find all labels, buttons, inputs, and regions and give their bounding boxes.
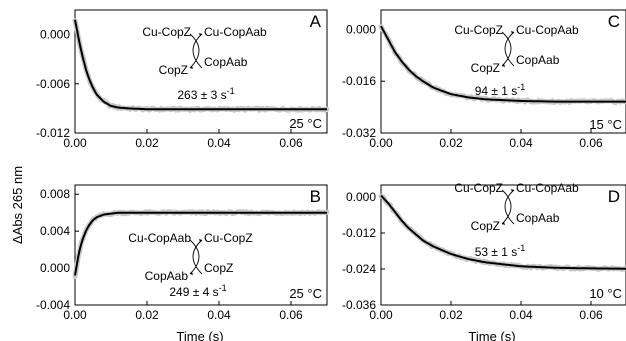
arrow-head xyxy=(502,64,505,67)
y-tick-label: -0.012 xyxy=(36,126,70,140)
reactant-label: Cu-CopZ xyxy=(454,181,503,195)
rate-unit-exponent: -1 xyxy=(219,283,227,293)
rate-value: 94 ± 1 s xyxy=(475,84,518,98)
exchange-arc xyxy=(189,239,200,275)
rate-constant-label: 94 ± 1 s-1 xyxy=(475,82,526,98)
x-tick-label: 0.02 xyxy=(135,308,159,322)
x-tick-label: 0.02 xyxy=(135,136,159,150)
x-tick-label: 0.02 xyxy=(439,136,463,150)
y-tick-label: -0.016 xyxy=(342,74,376,88)
y-tick-label: -0.004 xyxy=(36,298,70,312)
plot-frame xyxy=(380,184,626,306)
rate-unit-exponent: -1 xyxy=(517,82,525,92)
reactant-label: Cu-CopAab xyxy=(128,231,191,245)
product-label: CopZ xyxy=(204,261,233,275)
fit-line xyxy=(380,194,626,270)
x-tick-label: 0.06 xyxy=(279,136,303,150)
arrow-head xyxy=(199,239,202,242)
arrow-head xyxy=(502,222,505,225)
exchange-arc xyxy=(501,31,512,67)
x-axis-label-right: Time (s) xyxy=(468,329,515,341)
arrow-head xyxy=(190,66,193,69)
fit-line xyxy=(74,211,327,276)
y-tick-label: -0.036 xyxy=(342,298,376,312)
product-label: Cu-CopAab xyxy=(516,23,579,37)
rate-constant-label: 263 ± 3 s-1 xyxy=(177,86,234,102)
exchange-arc xyxy=(501,189,512,225)
reactant-label: CopZ xyxy=(471,219,500,233)
arrow-head xyxy=(511,31,514,34)
y-tick-label: 0.000 xyxy=(346,190,376,204)
fit-line xyxy=(74,19,327,111)
rate-constant-label: 249 ± 4 s-1 xyxy=(169,283,226,299)
product-label: Cu-CopAab xyxy=(516,181,579,195)
x-tick-label: 0.06 xyxy=(579,308,603,322)
x-tick-label: 0.06 xyxy=(279,308,303,322)
product-label: Cu-CopZ xyxy=(204,231,253,245)
exchange-arc xyxy=(189,33,200,69)
shared-y-axis-label: ΔAbs 265 nm xyxy=(10,166,25,244)
x-tick-label: 0.00 xyxy=(63,136,87,150)
product-label: CopAab xyxy=(204,55,248,69)
rate-value: 249 ± 4 s xyxy=(169,285,218,299)
reactant-label: CopAab xyxy=(145,269,189,283)
panel-d: 0.00 0.02 0.04 0.06 0.000 -0.012 -0.024 -0.036 D… xyxy=(342,181,626,322)
fit-line xyxy=(380,25,626,103)
x-tick-label: 0.04 xyxy=(207,136,231,150)
arrow-head xyxy=(511,189,514,192)
product-label: CopAab xyxy=(516,211,560,225)
panel-c: 0.00 0.02 0.04 0.06 0.000 -0.016 -0.032 C Cu-Cop… xyxy=(342,9,626,150)
rate-constant-label: 53 ± 1 s-1 xyxy=(475,243,526,259)
y-tick-label: -0.032 xyxy=(342,126,376,140)
reactant-label: Cu-CopZ xyxy=(142,25,191,39)
panel-b: 0.00 0.02 0.04 0.06 0.008 0.004 0.000 -0.004 B Cu… xyxy=(36,184,330,322)
exchange-arc xyxy=(504,31,515,67)
temperature-label: 25 °C xyxy=(289,116,322,131)
x-tick-label: 0.04 xyxy=(509,308,533,322)
product-label: Cu-CopAab xyxy=(204,25,267,39)
product-label: CopAab xyxy=(516,53,560,67)
raw-data-trace xyxy=(72,209,330,279)
panel-letter: A xyxy=(310,12,322,31)
y-tick-label: 0.000 xyxy=(40,28,70,42)
rate-value: 53 ± 1 s xyxy=(475,245,518,259)
rate-unit-exponent: -1 xyxy=(227,86,235,96)
temperature-label: 25 °C xyxy=(289,286,322,301)
plot-frame xyxy=(74,184,328,306)
panel-a: 0.00 0.02 0.04 0.06 0.000 -0.006 -0.012 A Cu-Cop… xyxy=(36,9,330,150)
plot-frame xyxy=(380,9,626,134)
plot-frame xyxy=(74,9,328,134)
y-tick-label: 0.004 xyxy=(40,224,70,238)
reactant-label: CopZ xyxy=(471,61,500,75)
exchange-arc xyxy=(192,33,203,69)
exchange-arc xyxy=(192,239,203,275)
y-tick-label: 0.008 xyxy=(40,187,70,201)
x-tick-label: 0.00 xyxy=(63,308,87,322)
x-tick-label: 0.04 xyxy=(207,308,231,322)
y-tick-label: -0.012 xyxy=(342,226,376,240)
x-tick-label: 0.00 xyxy=(369,136,393,150)
y-tick-label: 0.000 xyxy=(346,22,376,36)
x-tick-label: 0.02 xyxy=(439,308,463,322)
y-tick-label: -0.024 xyxy=(342,262,376,276)
exchange-arc xyxy=(504,189,515,225)
x-tick-label: 0.06 xyxy=(579,136,603,150)
x-tick-label: 0.00 xyxy=(369,308,393,322)
rate-unit-exponent: -1 xyxy=(517,243,525,253)
panel-letter: B xyxy=(310,187,321,206)
y-tick-label: -0.006 xyxy=(36,77,70,91)
x-axis-label-left: Time (s) xyxy=(176,329,223,341)
x-tick-label: 0.04 xyxy=(509,136,533,150)
panel-letter: D xyxy=(608,187,620,206)
arrow-head xyxy=(199,33,202,36)
panel-letter: C xyxy=(608,12,620,31)
temperature-label: 15 °C xyxy=(589,117,622,132)
rate-value: 263 ± 3 s xyxy=(177,88,226,102)
reactant-label: CopZ xyxy=(159,63,188,77)
y-tick-label: 0.000 xyxy=(40,261,70,275)
temperature-label: 10 °C xyxy=(589,286,622,301)
arrow-head xyxy=(190,272,193,275)
reactant-label: Cu-CopZ xyxy=(454,23,503,37)
